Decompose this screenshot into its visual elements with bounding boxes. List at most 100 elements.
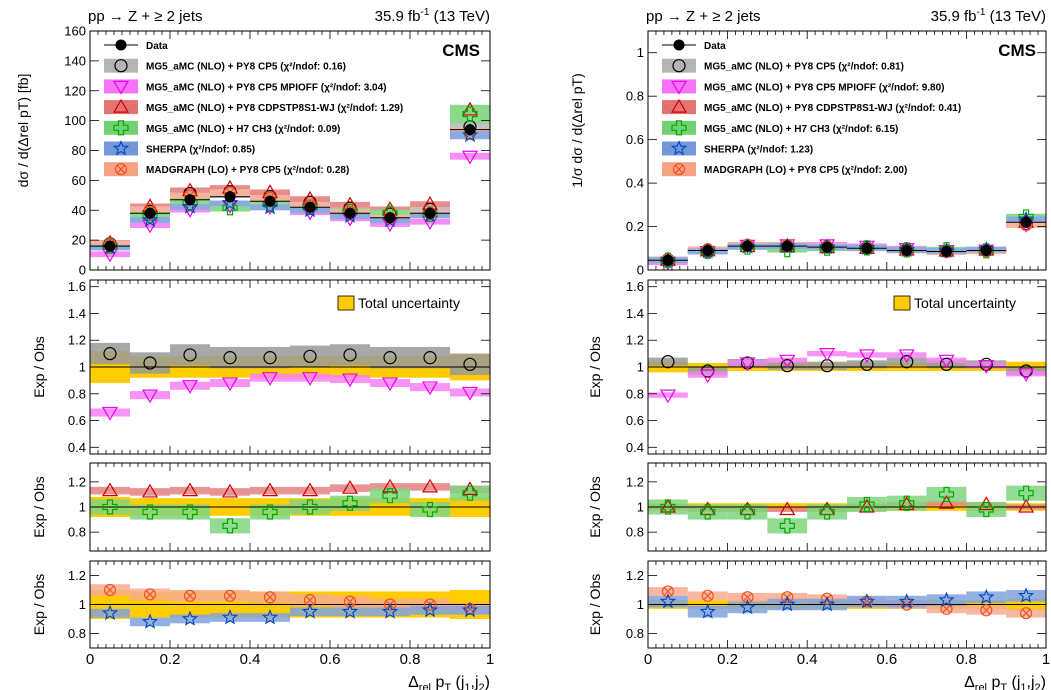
- ratio-marker-sherpa: [699, 603, 716, 619]
- legend-label: MG5_aMC (NLO) + H7 CH3 (χ²/ndof: 6.15): [704, 124, 898, 135]
- x-axis-title: Δrel pT (j1,j2): [408, 674, 490, 690]
- ratio-band-mpioff: [330, 375, 370, 384]
- ratio-marker-sherpa: [739, 598, 756, 615]
- prediction-band-cdp: [410, 201, 450, 208]
- ratio-marker-mg5_py8: [780, 359, 794, 373]
- legend-marker-mg5_py8: [672, 59, 686, 73]
- main-plot: 0 20 40 60 80 100 120 140 160 dσ / d(Δrel pT) [fb…: [15, 24, 491, 278]
- x-axis-title-part: Δ: [964, 674, 975, 690]
- ratio-y-tick-label: 1.6: [68, 279, 86, 294]
- ratio-y-axis-label-text: Exp / Obs: [587, 574, 603, 635]
- ratio-marker-madgraph: [661, 585, 675, 598]
- ratio-marker-sherpa: [461, 601, 479, 618]
- legend-entry-mpioff: MG5_aMC (NLO) + PY8 CP5 MPIOFF (χ²/ndof:…: [662, 79, 945, 95]
- ratio-marker-mg5_py8: [263, 351, 277, 365]
- main-plot: 0 0.2 0.4 0.6 0.8 1 1/σ dσ / d(Δrel pT) CMS Data…: [569, 30, 1047, 278]
- ratio-marker-sherpa: [421, 601, 439, 618]
- legend-marker-sherpa: [112, 139, 130, 156]
- x-axis-title-part: T: [1000, 682, 1007, 690]
- legend-label: MADGRAPH (LO) + PY8 CP5 (χ²/ndof: 0.28): [146, 165, 349, 176]
- lumi-label: 35.9 fb-1 (13 TeV): [375, 7, 490, 25]
- ratio-band-mg5_py8: [90, 342, 130, 365]
- ratio-band-h7: [370, 488, 410, 504]
- x-tick-label: 0.4: [240, 651, 261, 668]
- ratio-band-h7: [767, 518, 808, 534]
- ratio-marker-mpioff: [181, 380, 199, 394]
- ratio-marker-mg5_py8: [103, 347, 117, 361]
- ratio-band-mpioff: [687, 372, 728, 378]
- ratio-y-tick-label: 0.8: [626, 386, 644, 401]
- energy-label: (13 TeV): [985, 8, 1046, 25]
- ratio-band-sherpa: [1006, 590, 1046, 602]
- ratio-band-h7: [727, 504, 768, 520]
- ratio-marker-h7: [859, 496, 875, 513]
- ratio-marker-mg5_py8: [383, 351, 397, 365]
- ratio-marker-mpioff: [341, 373, 359, 388]
- data-point: [901, 244, 913, 256]
- ratio-marker-mpioff: [1018, 368, 1035, 382]
- ratio-marker-mg5_py8: [900, 355, 914, 369]
- ratio-marker-mpioff: [779, 354, 796, 369]
- ratio-band-mg5_py8: [410, 346, 450, 369]
- total-uncertainty-legend-label: Total uncertainty: [914, 295, 1016, 311]
- lumi-value: 35.9 fb: [931, 8, 977, 25]
- legend-marker-cdp: [112, 98, 130, 113]
- ratio-band-mg5_py8: [170, 344, 210, 366]
- legend-marker-mpioff: [670, 80, 688, 95]
- legend-entry-mpioff: MG5_aMC (NLO) + PY8 CP5 MPIOFF (χ²/ndof:…: [104, 79, 387, 95]
- x-tick-label: 0: [644, 651, 652, 668]
- x-axis-title-part: rel: [419, 682, 431, 690]
- ratio-marker-mg5_py8: [303, 349, 317, 363]
- ratio-marker-mpioff: [659, 389, 676, 404]
- data-point: [662, 254, 674, 266]
- ratio-band-h7: [807, 504, 847, 520]
- ratio-y-tick-label: 1.2: [626, 568, 644, 583]
- ratio-panel-3: 0.8 1 1.2 Exp / Obs: [587, 560, 1047, 649]
- main-y-tick-label: 80: [72, 143, 86, 158]
- ratio-band-mpioff: [1006, 371, 1046, 377]
- ratio-marker-sherpa: [858, 593, 876, 609]
- ratio-band-mg5_py8: [290, 345, 330, 367]
- legend-entry-madgraph: MADGRAPH (LO) + PY8 CP5 (χ²/ndof: 0.28): [104, 162, 349, 177]
- ratio-band-mg5_py8: [767, 361, 808, 370]
- ratio-marker-madgraph: [741, 591, 754, 604]
- legend-data-marker: [673, 39, 685, 51]
- ratio-marker-h7: [899, 495, 915, 511]
- ratio-y-tick-label: 1.2: [68, 474, 86, 489]
- ratio-marker-mg5_py8: [979, 357, 993, 371]
- x-axis-title-part: rel: [975, 682, 987, 690]
- x-tick-label: 0.8: [400, 651, 421, 668]
- legend-marker-h7: [113, 120, 129, 136]
- ratio-band-sherpa: [370, 607, 410, 617]
- ratio-band-mg5_py8: [250, 346, 290, 369]
- ratio-y-tick-label: 1: [637, 360, 644, 375]
- ratio-y-tick-label: 0.8: [626, 525, 644, 540]
- ratio-y-tick-label: 1.2: [68, 333, 86, 348]
- ratio-band-mg5_py8: [687, 367, 728, 376]
- ratio-band-h7: [410, 501, 450, 518]
- legend-label: MG5_aMC (NLO) + PY8 CDPSTP8S1-WJ (χ²/ndo…: [704, 103, 961, 114]
- main-y-tick-label: 0: [79, 263, 86, 278]
- data-point: [144, 207, 156, 219]
- data-point: [264, 195, 276, 207]
- ratio-y-tick-label: 1.4: [68, 306, 86, 321]
- x-axis-title-part: Δ: [408, 674, 419, 690]
- x-tick-label: 0.8: [956, 651, 977, 668]
- ratio-band-cdp: [130, 488, 170, 496]
- ratio-y-tick-label: 1.2: [626, 333, 644, 348]
- main-y-axis-label-text: 1/σ dσ / d(Δrel pT): [569, 73, 585, 188]
- ratio-y-tick-label: 1.2: [626, 474, 644, 489]
- ratio-marker-cdp: [101, 482, 119, 497]
- ratio-marker-h7: [382, 488, 398, 504]
- lumi-label: 35.9 fb-1 (13 TeV): [931, 7, 1046, 25]
- ratio-band-h7: [130, 504, 170, 520]
- ratio-marker-sherpa: [341, 603, 359, 619]
- ratio-marker-madgraph: [143, 588, 157, 601]
- x-tick-label: 0.4: [797, 651, 818, 668]
- ratio-marker-cdp: [779, 501, 796, 516]
- ratio-marker-mpioff: [858, 349, 875, 364]
- cms-label: CMS: [442, 41, 480, 60]
- legend-label: Data: [146, 41, 168, 52]
- x-axis-title: Δrel pT (j1,j2): [964, 674, 1046, 690]
